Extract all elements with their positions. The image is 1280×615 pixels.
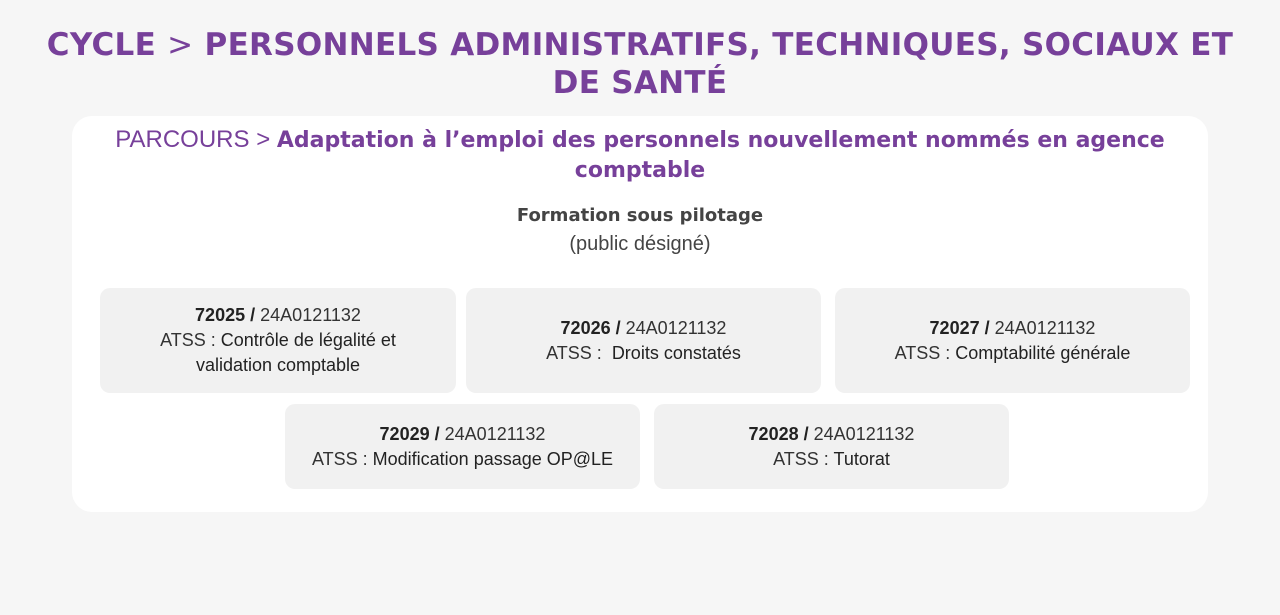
- module-card-72028[interactable]: 72028 / 24A0121132 ATSS : Tutorat: [654, 404, 1009, 489]
- cycle-title: PERSONNELS ADMINISTRATIFS, TECHNIQUES, S…: [204, 27, 1234, 101]
- formation-public: (public désigné): [569, 233, 711, 255]
- module-code-line: 72025 / 24A0121132: [195, 303, 361, 328]
- module-card-72025[interactable]: 72025 / 24A0121132 ATSS : Contrôle de lé…: [100, 288, 456, 393]
- module-title: Comptabilité générale: [955, 342, 1131, 363]
- module-title: Tutorat: [833, 448, 890, 469]
- module-reference: 24A0121132: [260, 305, 361, 325]
- parcours-title: Adaptation à l’emploi des personnels nou…: [276, 128, 1165, 183]
- module-code-separator: /: [615, 317, 621, 338]
- module-title-line: ATSS : Modification passage OP@LE: [312, 447, 613, 472]
- module-prefix: ATSS :: [160, 330, 216, 350]
- module-card-72029[interactable]: 72029 / 24A0121132 ATSS : Modification p…: [285, 404, 640, 489]
- parcours-label: PARCOURS: [115, 126, 250, 153]
- module-card-72027[interactable]: 72027 / 24A0121132 ATSS : Comptabilité g…: [835, 288, 1190, 393]
- parcours-heading: PARCOURS > Adaptation à l’emploi des per…: [112, 125, 1168, 185]
- module-code-line: 72027 / 24A0121132: [930, 316, 1096, 341]
- module-card-72026[interactable]: 72026 / 24A0121132 ATSS : Droits constat…: [466, 288, 821, 393]
- module-title: Droits constatés: [611, 342, 741, 363]
- module-title: Modification passage OP@LE: [372, 448, 614, 469]
- module-title-line: ATSS : Tutorat: [773, 447, 890, 472]
- module-code-line: 72029 / 24A0121132: [380, 422, 546, 447]
- module-code-line: 72026 / 24A0121132: [561, 316, 727, 341]
- module-prefix: ATSS :: [311, 448, 368, 469]
- page-title: CYCLE > PERSONNELS ADMINISTRATIFS, TECHN…: [40, 26, 1240, 102]
- module-prefix: ATSS :: [773, 448, 829, 469]
- module-title-line: ATSS : Droits constatés: [546, 341, 741, 366]
- module-code-separator: /: [434, 423, 440, 444]
- module-reference: 24A0121132: [444, 423, 546, 444]
- module-reference: 24A0121132: [994, 317, 1096, 338]
- module-code: 72029: [379, 423, 430, 444]
- formation-info: Formation sous pilotage (public désigné): [72, 202, 1208, 258]
- module-code: 72028: [748, 423, 799, 444]
- parcours-card: PARCOURS > Adaptation à l’emploi des per…: [72, 116, 1208, 512]
- module-code: 72025: [195, 305, 246, 325]
- module-code: 72026: [560, 317, 611, 338]
- parcours-separator: >: [256, 126, 271, 153]
- module-code-separator: /: [984, 317, 990, 338]
- formation-type: Formation sous pilotage: [516, 205, 764, 226]
- cycle-separator: >: [167, 27, 194, 63]
- module-reference: 24A0121132: [813, 423, 915, 444]
- module-prefix: ATSS :: [546, 342, 602, 363]
- module-title: Contrôle de légalité et validation compt…: [195, 330, 396, 375]
- module-code-separator: /: [250, 305, 256, 325]
- module-title-line: ATSS : Contrôle de légalité et validatio…: [120, 328, 436, 378]
- module-title-line: ATSS : Comptabilité générale: [895, 341, 1131, 366]
- module-code-separator: /: [803, 423, 809, 444]
- module-code: 72027: [929, 317, 980, 338]
- module-code-line: 72028 / 24A0121132: [749, 422, 915, 447]
- cycle-label: CYCLE: [46, 27, 157, 63]
- module-prefix: ATSS :: [894, 342, 951, 363]
- module-reference: 24A0121132: [625, 317, 727, 338]
